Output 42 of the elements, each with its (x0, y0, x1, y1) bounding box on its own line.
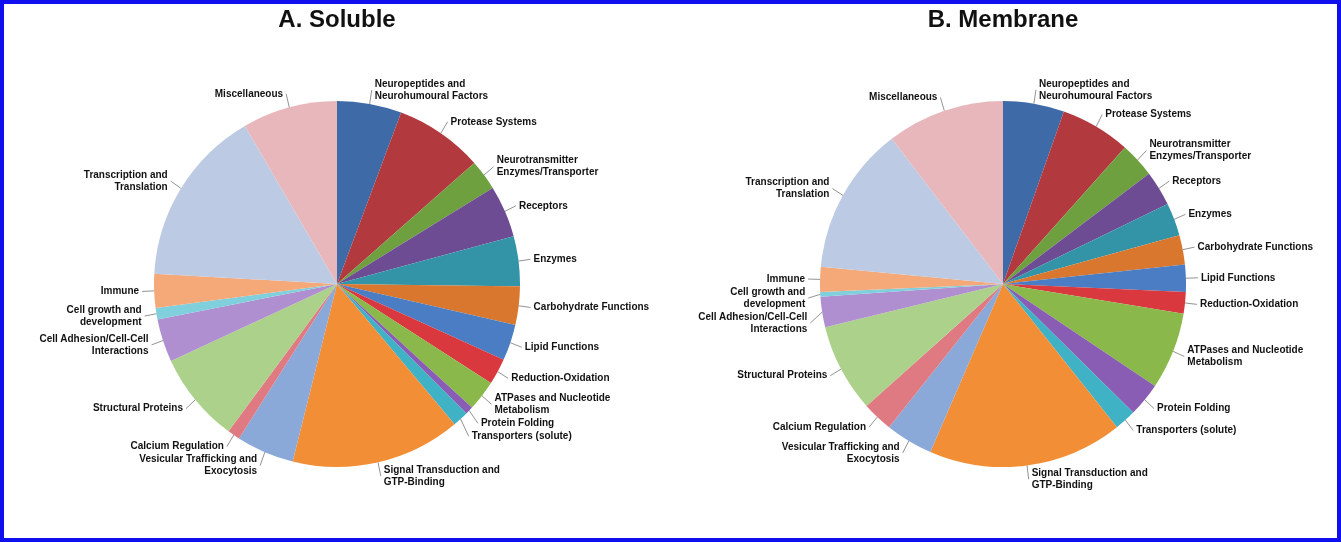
slice-label: Carbohydrate Functions (533, 301, 650, 313)
slice-label: Miscellaneous (214, 87, 284, 99)
slice-label: ATPases and Nucleotide Metabolism (1187, 344, 1304, 368)
slice-label: Signal Transduction and GTP-Binding (1031, 467, 1148, 491)
slice-label: Reduction-Oxidation (511, 372, 610, 384)
slice-label: Protein Folding (480, 417, 555, 428)
slice-label: Neuropeptides and Neurohumoural Factors (1038, 77, 1153, 101)
slice-label: Transcription and Translation (83, 168, 168, 192)
slice-label: Cell Adhesion/Cell-Cell Interactions (698, 310, 808, 334)
slice-label: Neurotransmitter Enzymes/Transporter (496, 154, 599, 178)
slice-label: ATPases and Nucleotide Metabolism (494, 392, 611, 415)
slice-label: Structural Proteins (737, 369, 828, 381)
slice-label: Structural Proteins (92, 402, 184, 414)
slice-label: Protein Folding (1157, 402, 1231, 414)
slice-label: Enzymes (1188, 208, 1233, 220)
slice-label: Cell Adhesion/Cell-Cell Interactions (39, 332, 149, 356)
slice-label: Neuropeptides and Neurohumoural Factors (374, 77, 489, 101)
chart-title: A. Soluble (277, 4, 397, 32)
slice-label: Carbohydrate Functions (1197, 240, 1314, 252)
slice-label: Enzymes (533, 253, 578, 265)
slice-label: Reduction-Oxidation (1199, 298, 1299, 310)
slice-label: Immune (766, 272, 806, 284)
slice-label: Vesicular Trafficking and Exocytosis (781, 440, 901, 464)
slice-label: Neurotransmitter Enzymes/Transporter (1149, 138, 1252, 162)
slice-label: Lipid Functions (524, 340, 600, 352)
slice-label: Calcium Regulation (772, 420, 867, 432)
slice-label: Lipid Functions (1200, 271, 1276, 283)
slice-label: Signal Transduction and GTP-Binding (383, 463, 500, 487)
slice-label: Receptors (1172, 174, 1222, 186)
chart-title: B. Membrane (926, 4, 1080, 32)
slice-label: Transcription and Translation (745, 176, 830, 200)
slice-label: Protease Systems (450, 115, 538, 127)
slice-label: Vesicular Trafficking and Exocytosis (139, 453, 258, 477)
slice-label: Transporters (solute) (1136, 424, 1237, 436)
slice-label: Immune (100, 285, 140, 297)
slice-label: Receptors (518, 199, 569, 211)
slice-label: Miscellaneous (869, 91, 938, 103)
slice-label: Cell growth and development (730, 285, 806, 309)
slice-label: Transporters (solute) (471, 430, 572, 441)
slice-label: Cell growth and development (66, 303, 143, 327)
slice-label: Calcium Regulation (130, 440, 224, 452)
slice-label: Protease Systems (1105, 108, 1192, 120)
